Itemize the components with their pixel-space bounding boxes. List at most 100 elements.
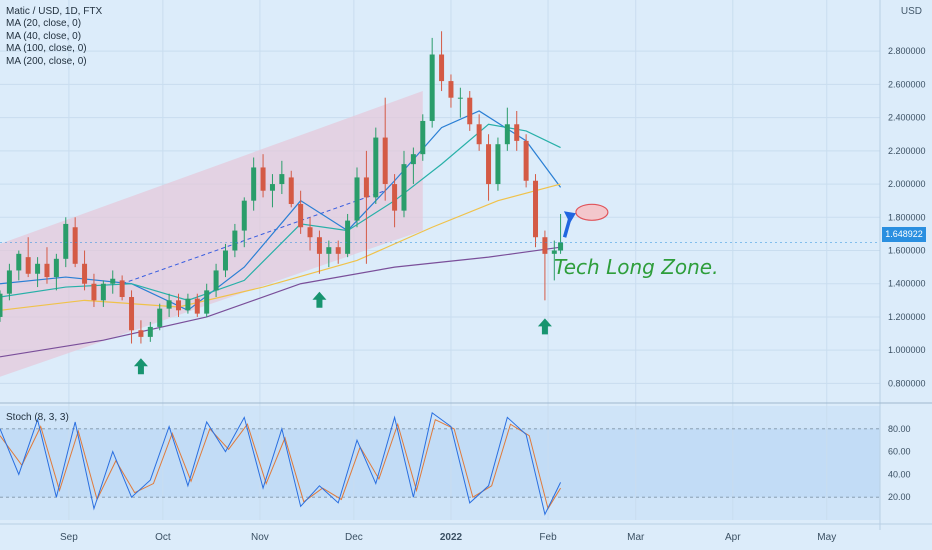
- x-tick-label: Dec: [345, 532, 363, 543]
- stoch-y-tick-label: 60.00: [888, 447, 911, 457]
- candle: [44, 247, 50, 284]
- candle-body: [279, 174, 285, 185]
- x-tick-label: Oct: [155, 532, 171, 543]
- legend-ma20[interactable]: MA (20, close, 0): [6, 18, 82, 30]
- currency-label: USD: [900, 6, 922, 17]
- candle-body: [176, 300, 182, 311]
- candle: [467, 91, 473, 131]
- candle: [558, 213, 564, 254]
- candle: [495, 137, 501, 191]
- candle-body: [25, 257, 31, 274]
- candle: [157, 303, 163, 331]
- y-tick-label: 2.200000: [888, 146, 926, 156]
- candle: [35, 257, 41, 288]
- y-tick-label: 1.400000: [888, 279, 926, 289]
- candle: [53, 253, 59, 291]
- candle: [241, 197, 247, 248]
- candle: [269, 174, 275, 208]
- y-tick-label: 1.000000: [888, 345, 926, 355]
- candle-body: [222, 250, 228, 271]
- y-tick-label: 2.600000: [888, 79, 926, 89]
- target-ellipse: [575, 203, 609, 221]
- legend-symbol[interactable]: Matic / USD, 1D, FTX: [6, 6, 103, 17]
- candle: [476, 114, 482, 151]
- candle: [457, 87, 463, 118]
- candle-body: [448, 81, 454, 98]
- candle-body: [35, 263, 41, 274]
- candle-body: [100, 283, 106, 301]
- candle: [429, 37, 435, 128]
- candle-body: [495, 144, 501, 185]
- candle: [354, 167, 360, 228]
- candle-body: [119, 280, 125, 298]
- candle: [260, 154, 266, 198]
- candle: [382, 97, 388, 201]
- candle: [486, 134, 492, 201]
- candle: [514, 110, 520, 151]
- candle-body: [382, 137, 388, 185]
- candle-body: [269, 184, 275, 191]
- candle-body: [63, 223, 69, 259]
- x-tick-label: Mar: [627, 532, 645, 543]
- candle-body: [16, 253, 22, 271]
- last-price-tag: 1.648922: [882, 227, 926, 242]
- candle-body: [298, 204, 304, 228]
- candle: [138, 320, 144, 344]
- y-tick-label: 1.800000: [888, 212, 926, 222]
- candle: [373, 127, 379, 204]
- candle: [166, 293, 172, 317]
- candle-body: [476, 124, 482, 145]
- green-up-arrow-icon: [537, 318, 552, 335]
- candle-body: [288, 177, 294, 204]
- stoch-k-line: [0, 411, 562, 516]
- stoch-band: [0, 428, 880, 498]
- candle-body: [420, 120, 426, 155]
- candle: [16, 250, 22, 281]
- y-tick-label: 2.000000: [888, 179, 926, 189]
- candle: [363, 150, 369, 264]
- candle: [0, 290, 3, 322]
- candle-body: [6, 270, 12, 294]
- stoch-y-tick-label: 40.00: [888, 469, 911, 479]
- candle: [6, 263, 12, 301]
- candle: [533, 174, 539, 248]
- candle: [251, 157, 257, 211]
- candle-body: [251, 167, 257, 201]
- x-tick-label: 2022: [440, 532, 463, 543]
- candle-body: [82, 263, 88, 284]
- candle: [91, 273, 97, 307]
- legend: Matic / USD, 1D, FTX MA (20, close, 0) M…: [6, 6, 102, 68]
- y-tick-label: 1.200000: [888, 312, 926, 322]
- candle-body: [147, 326, 153, 337]
- legend-ma40[interactable]: MA (40, close, 0): [6, 30, 82, 42]
- candle: [401, 150, 407, 218]
- candle-body: [542, 237, 548, 254]
- stoch-y-tick-label: 20.00: [888, 492, 911, 502]
- legend-ma200[interactable]: MA (200, close, 0): [6, 55, 87, 67]
- candle: [232, 223, 238, 258]
- x-tick-label: May: [817, 532, 836, 543]
- candle-body: [467, 97, 473, 125]
- candle: [176, 293, 182, 317]
- candle: [194, 293, 200, 317]
- candle-body: [213, 270, 219, 291]
- candle-body: [157, 308, 163, 327]
- candle-body: [326, 247, 332, 254]
- legend-ma100[interactable]: MA (100, close, 0): [6, 43, 87, 55]
- candle-body: [72, 227, 78, 264]
- candle-body: [551, 250, 557, 254]
- y-tick-label: 0.800000: [888, 378, 926, 388]
- candle: [448, 74, 454, 108]
- y-tick-label: 2.800000: [888, 46, 926, 56]
- candle: [129, 290, 135, 344]
- candle-body: [194, 298, 200, 314]
- x-tick-label: Sep: [60, 532, 78, 543]
- x-tick-label: Nov: [251, 532, 269, 543]
- candle-body: [439, 54, 445, 82]
- candle: [326, 240, 332, 268]
- stoch-legend[interactable]: Stoch (8, 3, 3): [6, 412, 69, 423]
- candle: [307, 217, 313, 251]
- candle: [288, 170, 294, 208]
- candle-body: [166, 300, 172, 309]
